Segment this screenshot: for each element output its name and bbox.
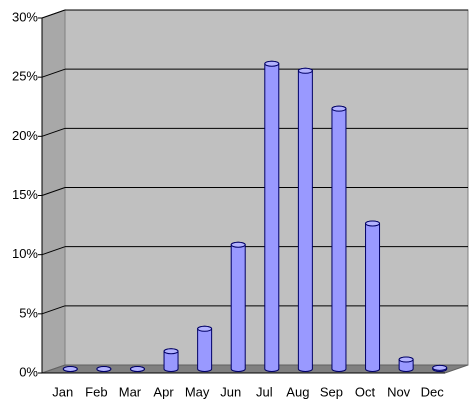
bar-top xyxy=(331,105,347,112)
bar-top xyxy=(163,348,179,355)
bar xyxy=(365,220,381,372)
x-tick-label: May xyxy=(185,384,210,399)
x-tick-label: Jan xyxy=(52,384,73,399)
y-tick-label: 30% xyxy=(12,9,38,24)
x-tick-label: Apr xyxy=(153,384,174,399)
grid-line xyxy=(41,305,66,315)
bar-top xyxy=(432,364,448,371)
x-tick-label: Feb xyxy=(85,384,107,399)
bar-top xyxy=(62,366,78,372)
bar-top xyxy=(264,60,280,67)
bar-top xyxy=(230,241,246,248)
y-tick-label: 5% xyxy=(19,305,38,320)
bar-top xyxy=(297,67,313,74)
y-tick-label: 0% xyxy=(19,364,38,379)
grid-line xyxy=(41,246,66,256)
y-tick-label: 20% xyxy=(12,128,38,143)
x-tick-label: Sep xyxy=(320,384,343,399)
x-tick-label: Jul xyxy=(256,384,273,399)
grid-line xyxy=(41,187,66,196)
bar xyxy=(264,60,280,372)
x-tick-label: Mar xyxy=(119,384,142,399)
x-tick-label: Aug xyxy=(286,384,309,399)
bar xyxy=(297,67,313,372)
x-tick-label: Dec xyxy=(421,384,445,399)
bar xyxy=(230,241,246,372)
x-tick-label: Nov xyxy=(387,384,411,399)
y-tick-label: 25% xyxy=(12,69,38,84)
grid-line xyxy=(41,127,66,137)
bar xyxy=(331,105,347,372)
bar-top xyxy=(365,220,381,227)
y-tick-label: 15% xyxy=(12,187,38,202)
x-tick-label: Jun xyxy=(220,384,241,399)
bar-top xyxy=(197,325,213,332)
bar xyxy=(197,325,213,372)
x-tick-label: Oct xyxy=(355,384,376,399)
grid-line xyxy=(41,68,66,78)
bar-top xyxy=(129,366,145,372)
grid-line xyxy=(41,9,66,19)
y-tick-label: 10% xyxy=(12,246,38,261)
bar-top xyxy=(96,366,112,372)
bar-top xyxy=(398,356,414,363)
